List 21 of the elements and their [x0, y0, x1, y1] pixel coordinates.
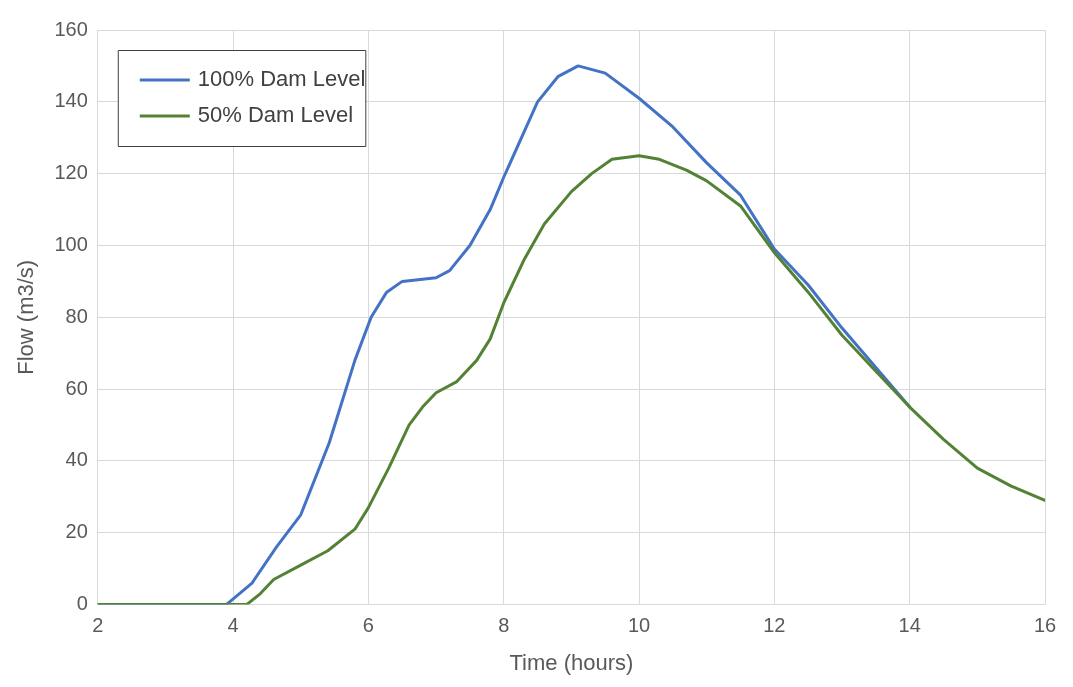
y-tick-label: 60	[65, 376, 88, 399]
y-tick-label: 0	[76, 592, 88, 615]
x-tick-label: 4	[227, 614, 239, 637]
x-tick-label: 10	[627, 614, 651, 637]
y-tick-label: 140	[54, 89, 88, 112]
y-tick-label: 160	[54, 17, 88, 40]
y-axis-title: Flow (m3/s)	[13, 259, 39, 375]
y-tick-label: 20	[65, 520, 88, 543]
y-tick-label: 100	[54, 232, 88, 255]
x-tick-label: 6	[362, 614, 374, 637]
legend-label: 50% Dam Level	[197, 102, 354, 128]
legend-label: 100% Dam Level	[197, 66, 366, 92]
x-tick-label: 8	[498, 614, 510, 637]
y-tick-label: 80	[65, 304, 88, 327]
x-tick-label: 12	[763, 614, 786, 637]
x-tick-label: 16	[1033, 614, 1057, 637]
x-tick-label: 2	[92, 614, 104, 637]
y-tick-label: 40	[65, 448, 88, 471]
x-tick-label: 14	[898, 614, 921, 637]
x-axis-title: Time (hours)	[509, 649, 634, 675]
y-tick-label: 120	[54, 161, 88, 184]
